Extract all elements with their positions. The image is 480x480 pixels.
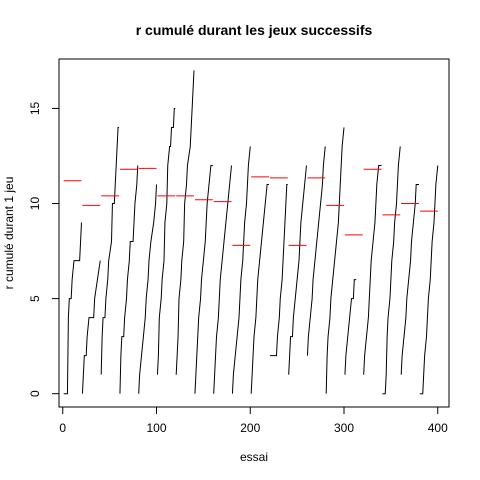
cumulative-line-game-16	[344, 279, 357, 375]
cumulative-line-game-15	[325, 127, 345, 394]
plot-frame	[58, 58, 450, 408]
cumulative-line-game-3	[100, 126, 119, 375]
cumulative-line-game-17	[363, 164, 382, 375]
cumulative-line-game-1	[63, 222, 82, 395]
game-mean-series	[63, 167, 438, 246]
cumulative-line-game-18	[382, 146, 401, 395]
cumulative-line-game-19	[400, 184, 419, 375]
x-tick-label: 0	[59, 421, 66, 435]
y-tick-label: 5	[28, 295, 42, 302]
y-tick-label: 15	[28, 101, 42, 115]
cumulative-line-game-10	[231, 146, 251, 394]
x-axis-label: essai	[240, 450, 268, 464]
cumulative-line-game-7	[175, 70, 195, 375]
cumulative-series	[63, 70, 439, 395]
y-axis: 0 5 10 15	[28, 101, 60, 397]
chart-title: r cumulé durant les jeux successifs	[136, 22, 373, 38]
cumulative-line-game-20	[419, 165, 439, 395]
cumulative-line-game-6	[156, 107, 176, 375]
y-tick-label: 10	[28, 197, 42, 211]
cumulative-line-game-8	[194, 164, 213, 394]
cumulative-line-game-9	[213, 165, 232, 394]
cumulative-line-game-4	[119, 165, 139, 394]
cumulative-line-game-2	[81, 260, 101, 394]
cumulative-line-game-11	[250, 184, 269, 394]
x-axis: 0 100 200 300 400	[59, 406, 448, 435]
cumulative-line-game-14	[306, 146, 326, 356]
x-tick-label: 400	[428, 421, 448, 435]
cumulative-line-game-5	[138, 184, 157, 394]
x-tick-label: 200	[240, 421, 260, 435]
cumulative-line-game-13	[288, 165, 307, 375]
x-tick-label: 100	[146, 421, 166, 435]
y-tick-label: 0	[28, 390, 42, 397]
cumulative-line-game-12	[269, 184, 288, 357]
x-tick-label: 300	[334, 421, 354, 435]
y-axis-label: r cumulé durant 1 jeu	[2, 177, 16, 290]
